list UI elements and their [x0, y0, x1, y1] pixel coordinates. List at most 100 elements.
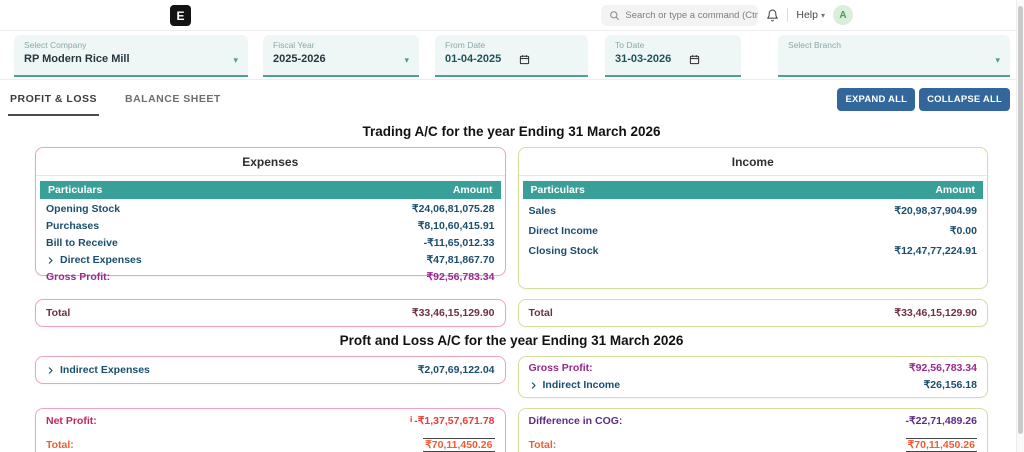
gross-profit-row: Gross Profit: ₹92,56,783.34: [36, 269, 505, 286]
search-icon: [609, 10, 620, 21]
table-row: Bill to Receive -₹11,65,012.33: [36, 235, 505, 252]
row-label: Closing Stock: [529, 245, 599, 258]
app-logo[interactable]: E: [170, 5, 191, 26]
row-label: Indirect Expenses: [60, 364, 150, 376]
chevron-down-icon: ▾: [821, 11, 825, 20]
fiscal-year-select[interactable]: Fiscal Year 2025-2026 ▾: [263, 35, 419, 77]
net-profit-amount: -₹1,37,57,671.78: [414, 415, 494, 427]
col-particulars: Particulars: [531, 184, 585, 196]
pnl-title: Proft and Loss A/C for the year Ending 3…: [35, 333, 988, 348]
table-row: Direct Income ₹0.00: [519, 221, 988, 241]
table-row: Opening Stock ₹24,06,81,075.28: [36, 201, 505, 218]
income-card: Income Particulars Amount Sales ₹20,98,3…: [518, 147, 989, 289]
tab-balance-sheet[interactable]: BALANCE SHEET: [123, 83, 223, 116]
row-amount: ₹92,56,783.34: [427, 271, 495, 284]
col-amount: Amount: [453, 184, 493, 196]
company-select[interactable]: Select Company RP Modern Rice Mill ▾: [14, 35, 248, 77]
total-amount: ₹33,46,15,129.90: [412, 307, 495, 319]
row-label: Purchases: [46, 220, 99, 233]
trading-title: Trading A/C for the year Ending 31 March…: [35, 124, 988, 139]
chevron-right-icon[interactable]: [46, 256, 55, 265]
row-amount: ₹92,56,783.34: [909, 362, 977, 375]
row-label: Bill to Receive: [46, 237, 118, 250]
total-amount: ₹70,11,450.26: [906, 438, 977, 452]
row-label: Opening Stock: [46, 203, 120, 216]
table-header: Particulars Amount: [523, 181, 984, 199]
table-row: Purchases ₹8,10,60,415.91: [36, 218, 505, 235]
expenses-card-title: Expenses: [36, 148, 505, 176]
search-input[interactable]: Search or type a command (Ctrl + G): [601, 5, 758, 26]
chevron-down-icon: ▾: [404, 55, 409, 66]
field-label: Fiscal Year: [273, 40, 409, 50]
indirect-expenses-card[interactable]: Indirect Expenses ₹2,07,69,122.04: [35, 356, 506, 384]
col-amount: Amount: [935, 184, 975, 196]
branch-select[interactable]: Select Branch ▾: [778, 35, 1010, 77]
total-amount: ₹33,46,15,129.90: [894, 307, 977, 319]
chevron-down-icon: ▾: [233, 55, 238, 66]
tab-bar: PROFIT & LOSS BALANCE SHEET EXPAND ALL C…: [0, 80, 1024, 116]
help-menu[interactable]: Help ▾: [796, 9, 825, 21]
field-value: 31-03-2026: [615, 53, 671, 65]
expenses-total-card: Total ₹33,46,15,129.90: [35, 299, 506, 327]
report-content: Trading A/C for the year Ending 31 March…: [0, 116, 1024, 452]
expenses-card: Expenses Particulars Amount Opening Stoc…: [35, 147, 506, 276]
total-label: Total: [529, 307, 553, 319]
gross-profit-row: Gross Profit: ₹92,56,783.34: [519, 360, 988, 377]
row-label: Indirect Income: [543, 379, 621, 392]
collapse-all-button[interactable]: COLLAPSE ALL: [919, 88, 1010, 111]
calendar-icon[interactable]: [689, 54, 700, 65]
total-label: Total:: [529, 439, 557, 451]
filter-bar: Select Company RP Modern Rice Mill ▾ Fis…: [0, 31, 1024, 80]
calendar-icon[interactable]: [519, 54, 530, 65]
net-profit-card: Net Profit: i-₹1,37,57,671.78 Total: ₹70…: [35, 408, 506, 452]
table-row-expandable[interactable]: Direct Expenses ₹47,81,867.70: [36, 252, 505, 269]
scrollbar-thumb[interactable]: [1018, 6, 1023, 434]
gross-profit-income-card: Gross Profit: ₹92,56,783.34 Indirect Inc…: [518, 356, 989, 398]
chevron-right-icon[interactable]: [529, 381, 538, 390]
income-card-title: Income: [519, 148, 988, 176]
expand-all-button[interactable]: EXPAND ALL: [837, 88, 915, 111]
row-amount: ₹24,06,81,075.28: [412, 203, 495, 216]
search-placeholder: Search or type a command (Ctrl + G): [625, 10, 758, 21]
table-row: Sales ₹20,98,37,904.99: [519, 201, 988, 221]
tab-profit-and-loss[interactable]: PROFIT & LOSS: [8, 83, 99, 116]
difference-in-cog-card: Difference in COG: -₹22,71,489.26 Total:…: [518, 408, 989, 452]
field-label: To Date: [615, 40, 731, 50]
vertical-scrollbar[interactable]: [1016, 0, 1024, 452]
chevron-right-icon[interactable]: [46, 366, 55, 375]
navbar-right-group: Search or type a command (Ctrl + G) Help…: [601, 0, 853, 30]
row-label: Gross Profit:: [46, 271, 110, 284]
to-date-input[interactable]: To Date 31-03-2026: [605, 35, 741, 77]
divider: [787, 8, 788, 22]
total-label: Total:: [46, 439, 74, 451]
net-profit-label: Net Profit:: [46, 415, 97, 427]
field-label: Select Branch: [788, 40, 1000, 50]
from-date-input[interactable]: From Date 01-04-2025: [435, 35, 588, 77]
row-amount: ₹26,156.18: [924, 379, 977, 392]
notification-bell-icon[interactable]: [766, 9, 779, 22]
row-amount: ₹0.00: [950, 225, 977, 238]
row-label: Direct Expenses: [60, 254, 142, 267]
row-amount: ₹20,98,37,904.99: [894, 205, 977, 218]
income-total-card: Total ₹33,46,15,129.90: [518, 299, 989, 327]
field-label: From Date: [445, 40, 578, 50]
total-amount: ₹70,11,450.26: [423, 438, 494, 452]
row-label: Sales: [529, 205, 556, 218]
table-row: Closing Stock ₹12,47,77,224.91: [519, 241, 988, 261]
field-value: 2025-2026: [273, 53, 326, 65]
app-window: E Search or type a command (Ctrl + G) He…: [0, 0, 1024, 452]
alert-icon[interactable]: i: [410, 415, 412, 424]
field-label: Select Company: [24, 40, 238, 50]
row-amount: ₹12,47,77,224.91: [894, 245, 977, 258]
avatar[interactable]: A: [833, 5, 853, 25]
field-value: 01-04-2025: [445, 53, 501, 65]
row-label: Direct Income: [529, 225, 598, 238]
row-label: Gross Profit:: [529, 362, 593, 375]
top-navbar: E Search or type a command (Ctrl + G) He…: [0, 0, 1024, 31]
total-label: Total: [46, 307, 70, 319]
help-label: Help: [796, 9, 818, 21]
difference-in-cog-amount: -₹22,71,489.26: [906, 415, 978, 427]
table-row-expandable[interactable]: Indirect Income ₹26,156.18: [519, 377, 988, 394]
row-amount: ₹47,81,867.70: [427, 254, 495, 267]
table-header: Particulars Amount: [40, 181, 501, 199]
